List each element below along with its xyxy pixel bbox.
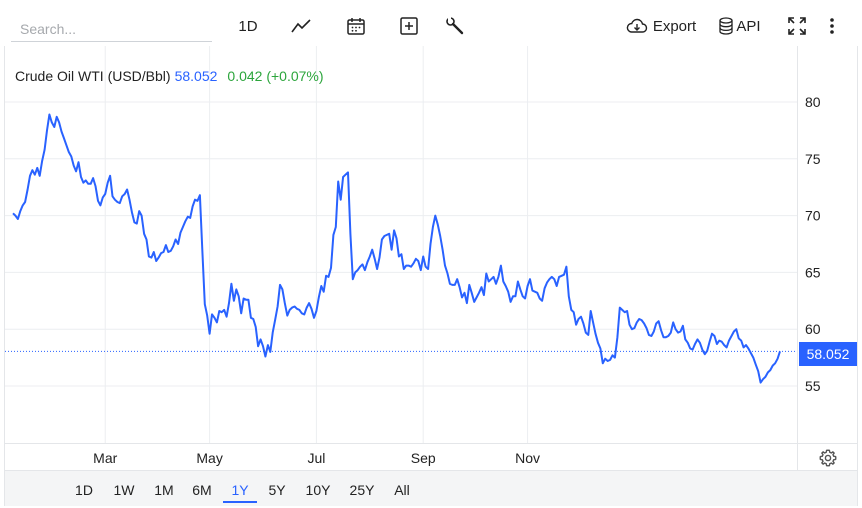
x-tick-label: Mar [93,450,117,466]
y-tick-label: 80 [805,94,821,110]
range-button-6m[interactable]: 6M [192,482,212,498]
fullscreen-icon [787,16,807,36]
range-button-1d[interactable]: 1D [75,482,93,498]
calendar-icon [346,16,366,36]
interval-button[interactable]: 1D [236,13,260,39]
legend-last-price: 58.052 [174,68,218,84]
chart-settings-button[interactable] [818,448,838,468]
range-button-5y[interactable]: 5Y [268,482,286,498]
y-tick-label: 60 [805,321,821,337]
api-label: API [736,17,761,35]
export-label: Export [652,17,697,35]
last-price-tag: 58.052 [799,342,857,366]
search-input[interactable] [11,16,212,42]
add-indicator-button[interactable] [398,13,420,39]
fullscreen-button[interactable] [786,13,808,39]
api-button[interactable]: API [717,13,763,39]
line-chart-icon [291,18,311,34]
x-tick-label: Nov [515,450,540,466]
range-button-25y[interactable]: 25Y [349,482,375,498]
range-button-1y[interactable]: 1Y [223,479,257,503]
chart-legend: Crude Oil WTI (USD/Bbl) 58.052 0.042 (+0.0… [15,68,324,84]
more-menu-button[interactable] [824,13,840,39]
x-tick-label: Jul [307,450,325,466]
more-vertical-icon [829,17,835,35]
legend-change: 0.042 (+0.07%) [227,68,324,84]
interval-label: 1D [238,17,258,35]
y-tick-label: 75 [805,151,821,167]
x-tick-label: May [196,450,222,466]
wrench-icon [445,16,465,36]
export-button[interactable]: Export [625,13,697,39]
y-tick-label: 55 [805,378,821,394]
database-icon [719,17,734,35]
range-button-1m[interactable]: 1M [154,482,174,498]
cloud-download-icon [626,18,648,34]
range-button-all[interactable]: All [394,482,410,498]
tools-button[interactable] [444,13,466,39]
toolbar: 1D Export API [0,0,862,46]
date-range-button[interactable] [345,13,367,39]
gear-icon [818,449,838,472]
range-button-10y[interactable]: 10Y [305,482,331,498]
y-tick-label: 65 [805,264,821,280]
legend-instrument-name: Crude Oil WTI (USD/Bbl) [15,68,171,84]
y-tick-label: 70 [805,208,821,224]
range-selector: 1D 1W 1M 6M 1Y 5Y 10Y 25Y All [5,470,857,506]
chart-type-button[interactable] [290,13,312,39]
price-series-line [12,113,781,384]
add-icon [399,16,419,36]
range-button-1w[interactable]: 1W [113,482,135,498]
x-tick-label: Sep [411,450,436,466]
